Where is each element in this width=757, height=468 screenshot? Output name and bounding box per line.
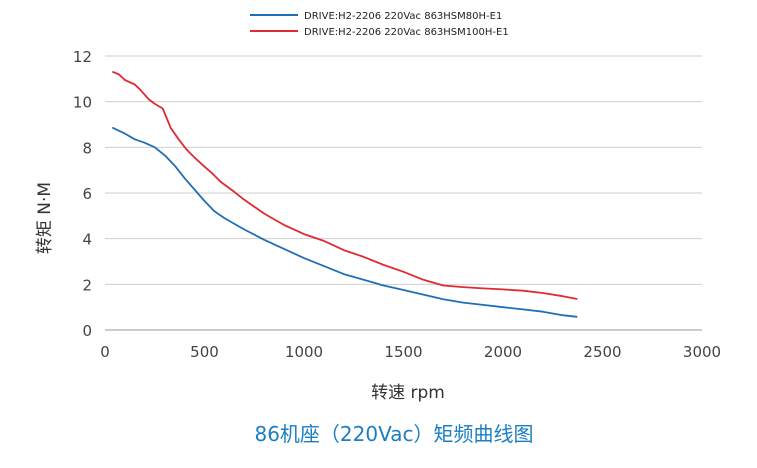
y-tick-label: 6 — [82, 185, 92, 203]
y-tick-label: 2 — [82, 276, 92, 294]
x-tick-label: 2000 — [484, 343, 522, 361]
x-tick-label: 0 — [100, 343, 110, 361]
legend-label-100h: DRIVE:H2-2206 220Vac 863HSM100H-E1 — [304, 27, 509, 38]
y-tick-labels: 0 2 4 6 8 10 12 — [73, 48, 92, 340]
x-axis-label: 转速 rpm — [371, 383, 445, 403]
x-tick-label: 3000 — [683, 343, 721, 361]
x-tick-labels: 0 500 1000 1500 2000 2500 3000 — [100, 343, 721, 361]
chart-title: 86机座（220Vac）矩频曲线图 — [254, 422, 533, 446]
y-tick-label: 0 — [82, 322, 92, 340]
y-axis-label: 转矩 N·M — [35, 182, 55, 254]
series-line-1 — [112, 71, 578, 300]
series-lines — [112, 71, 578, 318]
x-tick-label: 2500 — [583, 343, 621, 361]
legend-label-80h: DRIVE:H2-2206 220Vac 863HSM80H-E1 — [304, 11, 502, 22]
grid — [105, 55, 702, 285]
x-tick-label: 1500 — [384, 343, 422, 361]
y-tick-label: 4 — [82, 231, 92, 249]
series-line-0 — [112, 127, 578, 318]
legend: DRIVE:H2-2206 220Vac 863HSM80H-E1 DRIVE:… — [250, 11, 509, 38]
x-tick-label: 500 — [190, 343, 219, 361]
y-tick-label: 8 — [82, 139, 92, 157]
y-tick-label: 10 — [73, 94, 92, 112]
y-tick-label: 12 — [73, 48, 92, 66]
x-tick-label: 1000 — [285, 343, 323, 361]
